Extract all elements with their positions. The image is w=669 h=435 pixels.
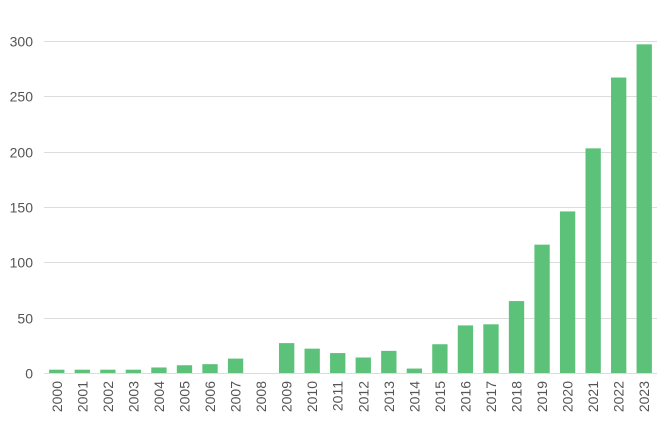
bar-2013 <box>381 350 397 373</box>
bar-2015 <box>432 344 448 373</box>
bars <box>49 44 652 374</box>
x-tick-label: 2000 <box>49 381 65 412</box>
bar-2021 <box>585 148 601 373</box>
x-tick-label: 2003 <box>125 381 141 412</box>
x-tick-label: 2001 <box>74 381 90 412</box>
bar-2018 <box>508 301 525 373</box>
bar-2019 <box>534 244 550 373</box>
bar-2020 <box>559 211 576 373</box>
x-tick-label: 2008 <box>253 381 269 412</box>
y-axis-tick-labels: 0 50 100 150 200 250 300 <box>10 34 34 382</box>
x-tick-label: 2004 <box>151 381 167 412</box>
bar-2004 <box>151 367 167 373</box>
y-tick-label: 200 <box>10 145 34 161</box>
x-tick-label: 2018 <box>509 381 525 412</box>
bar-2003 <box>125 369 142 373</box>
x-tick-label: 2009 <box>279 381 295 412</box>
bar-2000 <box>49 369 65 373</box>
x-tick-label: 2005 <box>176 381 192 412</box>
bar-2014 <box>406 368 423 373</box>
x-tick-label: 2023 <box>636 381 652 412</box>
bar-2017 <box>483 324 499 373</box>
x-tick-label: 2006 <box>202 381 218 412</box>
y-tick-label: 300 <box>10 34 34 50</box>
x-tick-label: 2002 <box>100 381 116 412</box>
x-tick-label: 2021 <box>585 381 601 412</box>
bar-2023 <box>636 44 652 373</box>
x-tick-label: 2013 <box>381 381 397 412</box>
bar-2007 <box>227 358 244 373</box>
bar-2006 <box>202 364 218 373</box>
x-tick-label: 2022 <box>611 381 627 412</box>
x-tick-label: 2012 <box>355 381 371 412</box>
y-tick-label: 150 <box>10 200 34 216</box>
bar-2001 <box>74 369 90 373</box>
x-tick-label: 2017 <box>483 381 499 412</box>
bar-2022 <box>611 77 627 374</box>
x-tick-label: 2020 <box>560 381 576 412</box>
bar-2012 <box>355 357 371 373</box>
y-tick-label: 100 <box>10 255 34 271</box>
bar-2009 <box>278 343 295 373</box>
y-tick-label: 50 <box>17 311 33 327</box>
x-tick-label: 2010 <box>304 381 320 412</box>
x-tick-label: 2011 <box>330 381 346 411</box>
x-tick-label: 2019 <box>534 381 550 412</box>
x-tick-label: 2015 <box>432 381 448 412</box>
x-tick-label: 2007 <box>228 381 244 412</box>
bar-2002 <box>100 369 116 373</box>
x-tick-label: 2014 <box>406 381 422 412</box>
y-tick-label: 0 <box>25 366 33 382</box>
y-tick-label: 250 <box>10 89 34 105</box>
y-gridlines <box>44 41 657 374</box>
bar-2011 <box>330 353 346 373</box>
bar-2005 <box>176 365 193 373</box>
x-tick-label: 2016 <box>457 381 473 412</box>
bar-2016 <box>457 325 474 373</box>
x-axis-tick-labels: 2000 2001 2002 2003 2004 2005 2006 2007 2008 2009… <box>49 381 652 412</box>
bar-2010 <box>304 348 320 373</box>
